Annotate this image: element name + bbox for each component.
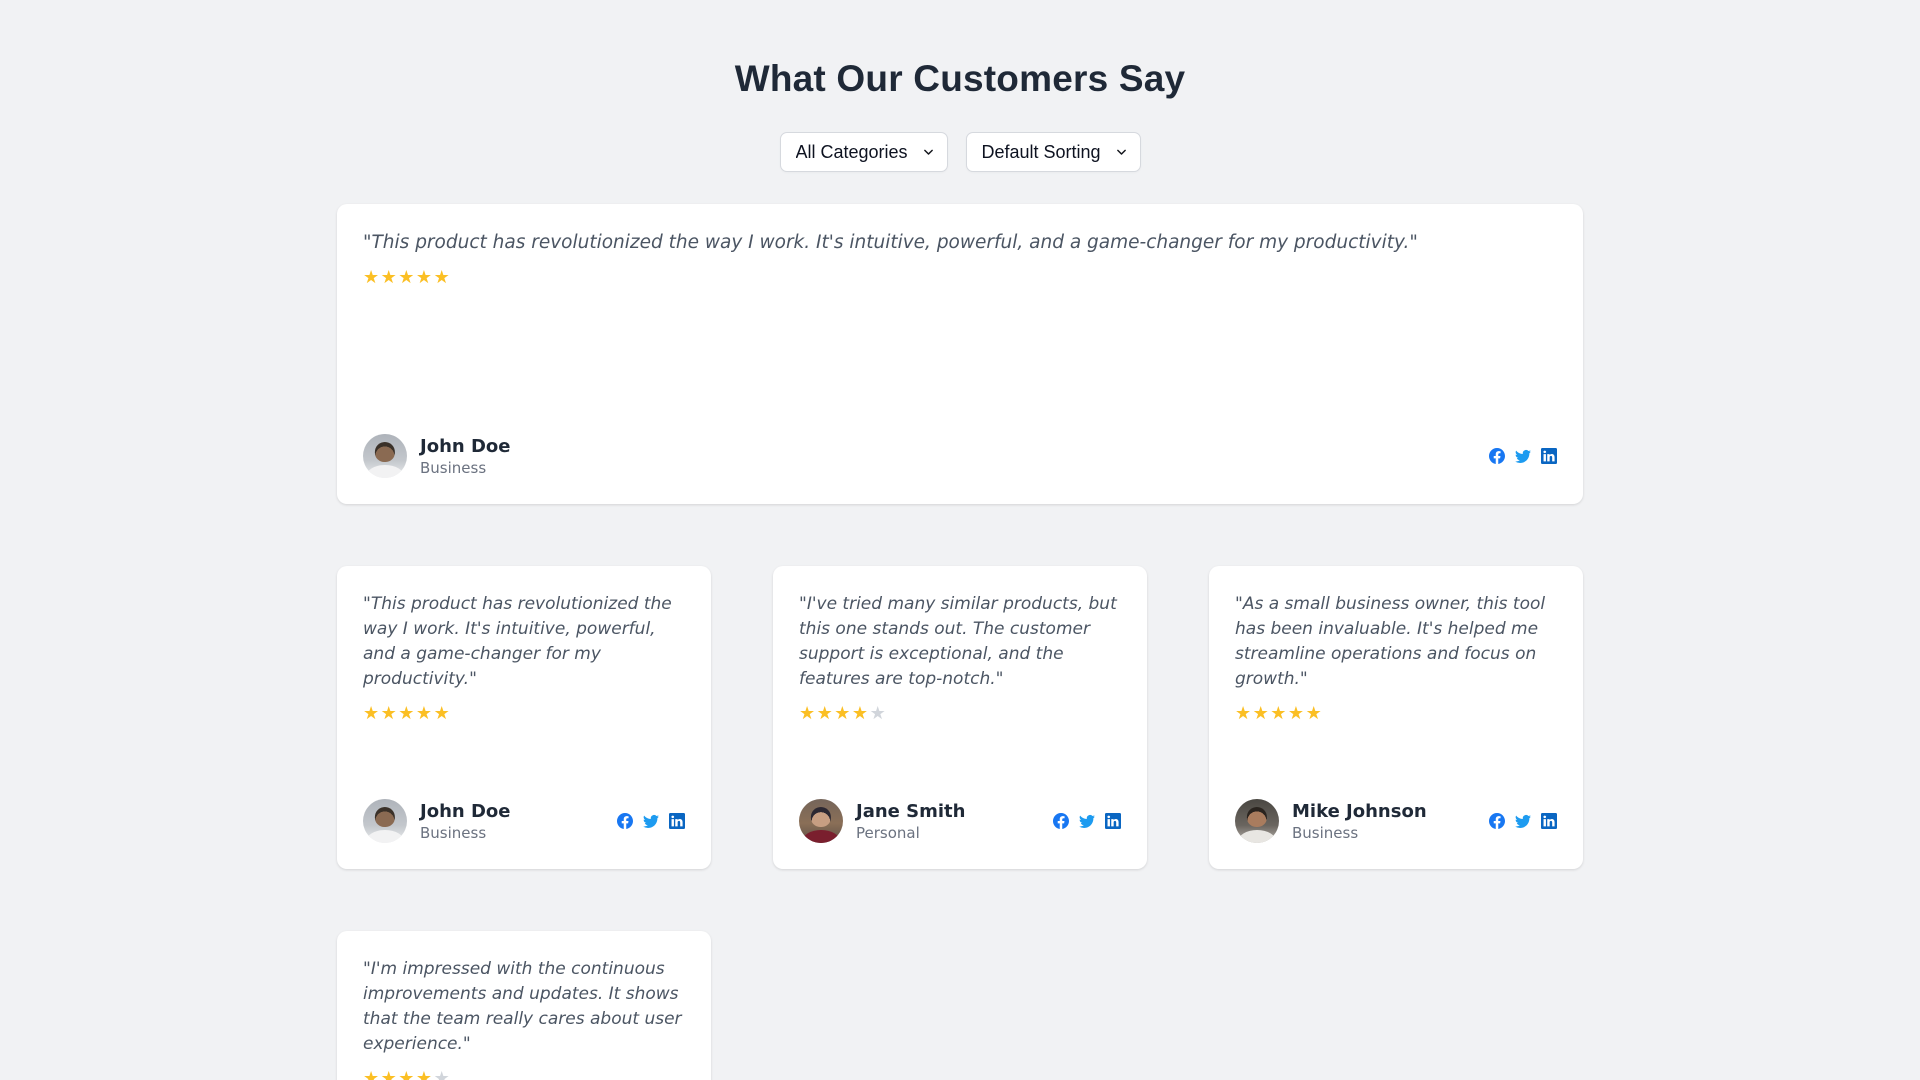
star-filled-icon: ★ xyxy=(816,703,835,724)
star-filled-icon: ★ xyxy=(380,267,399,288)
author-info: John Doe Business xyxy=(420,800,510,843)
testimonial-quote: "As a small business owner, this tool ha… xyxy=(1235,594,1546,689)
author-role: Personal xyxy=(856,823,920,842)
facebook-icon[interactable] xyxy=(1053,813,1069,829)
star-filled-icon: ★ xyxy=(433,703,452,724)
testimonial-card: "As a small business owner, this tool ha… xyxy=(1209,566,1583,869)
star-filled-icon: ★ xyxy=(851,703,870,724)
avatar xyxy=(363,799,407,843)
linkedin-icon[interactable] xyxy=(1541,448,1557,464)
twitter-icon[interactable] xyxy=(1515,448,1531,464)
author-role: Business xyxy=(1292,823,1359,842)
star-rating: ★★★★★ xyxy=(799,705,1121,723)
avatar xyxy=(799,799,843,843)
star-rating: ★★★★★ xyxy=(363,269,1557,287)
testimonial-card: "This product has revolutionized the way… xyxy=(337,204,1583,504)
testimonials-grid: "This product has revolutionized the way… xyxy=(337,566,1583,1080)
star-filled-icon: ★ xyxy=(398,1068,416,1080)
author-row: John Doe Business xyxy=(363,799,685,843)
testimonials-page: What Our Customers Say All Categories De… xyxy=(337,0,1583,1080)
star-empty-icon: ★ xyxy=(433,1068,452,1080)
social-links xyxy=(1053,813,1121,829)
star-filled-icon: ★ xyxy=(363,267,381,288)
star-filled-icon: ★ xyxy=(433,267,452,288)
featured-testimonial-slot: "This product has revolutionized the way… xyxy=(337,204,1583,504)
star-filled-icon: ★ xyxy=(1270,703,1288,724)
author-name: Jane Smith xyxy=(856,800,966,822)
testimonial-quote: "This product has revolutionized the way… xyxy=(363,594,672,689)
star-filled-icon: ★ xyxy=(398,267,416,288)
star-filled-icon: ★ xyxy=(415,703,434,724)
social-links xyxy=(1489,813,1557,829)
testimonial-quote: "This product has revolutionized the way… xyxy=(363,232,1418,253)
star-rating: ★★★★★ xyxy=(363,705,685,723)
star-filled-icon: ★ xyxy=(834,703,852,724)
author-role: Business xyxy=(420,823,487,842)
author-name: Mike Johnson xyxy=(1292,800,1427,822)
star-filled-icon: ★ xyxy=(363,1068,381,1080)
star-filled-icon: ★ xyxy=(415,1068,434,1080)
twitter-icon[interactable] xyxy=(1079,813,1095,829)
author-name: John Doe xyxy=(420,800,511,822)
linkedin-icon[interactable] xyxy=(1541,813,1557,829)
testimonial-card: "This product has revolutionized the way… xyxy=(337,566,711,869)
testimonial-quote: "I'm impressed with the continuous impro… xyxy=(363,959,682,1054)
author-row: Mike Johnson Business xyxy=(1235,799,1557,843)
social-links xyxy=(1489,448,1557,464)
author-info: Mike Johnson Business xyxy=(1292,800,1427,843)
page-title: What Our Customers Say xyxy=(734,58,1186,99)
facebook-icon[interactable] xyxy=(1489,448,1505,464)
testimonial-quote: "I've tried many similar products, but t… xyxy=(799,594,1117,689)
sorting-select-wrap: Default Sorting xyxy=(965,132,1141,172)
star-filled-icon: ★ xyxy=(1305,703,1324,724)
author-role: Business xyxy=(420,458,487,477)
star-filled-icon: ★ xyxy=(363,703,381,724)
star-filled-icon: ★ xyxy=(1252,703,1271,724)
star-filled-icon: ★ xyxy=(398,703,416,724)
testimonial-card: "I'm impressed with the continuous impro… xyxy=(337,931,711,1080)
linkedin-icon[interactable] xyxy=(1105,813,1121,829)
star-filled-icon: ★ xyxy=(1287,703,1306,724)
facebook-icon[interactable] xyxy=(617,813,633,829)
twitter-icon[interactable] xyxy=(1515,813,1531,829)
star-filled-icon: ★ xyxy=(799,703,817,724)
star-filled-icon: ★ xyxy=(415,267,434,288)
twitter-icon[interactable] xyxy=(643,813,659,829)
sorting-select[interactable]: Default Sorting xyxy=(965,132,1141,172)
star-filled-icon: ★ xyxy=(380,703,399,724)
star-empty-icon: ★ xyxy=(869,703,888,724)
author-name: John Doe xyxy=(420,435,511,457)
author-info: John Doe Business xyxy=(420,435,510,478)
linkedin-icon[interactable] xyxy=(669,813,685,829)
author-row: Jane Smith Personal xyxy=(799,799,1121,843)
author-row: John Doe Business xyxy=(363,434,1557,478)
star-filled-icon: ★ xyxy=(1235,703,1253,724)
author-info: Jane Smith Personal xyxy=(856,800,965,843)
category-select-wrap: All Categories xyxy=(779,132,948,172)
category-select[interactable]: All Categories xyxy=(779,132,948,172)
avatar xyxy=(1235,799,1279,843)
facebook-icon[interactable] xyxy=(1489,813,1505,829)
avatar xyxy=(363,434,407,478)
star-rating: ★★★★★ xyxy=(363,1070,685,1080)
star-filled-icon: ★ xyxy=(380,1068,399,1080)
star-rating: ★★★★★ xyxy=(1235,705,1557,723)
testimonial-card: "I've tried many similar products, but t… xyxy=(773,566,1147,869)
social-links xyxy=(617,813,685,829)
filters-bar: All Categories Default Sorting xyxy=(337,132,1583,172)
